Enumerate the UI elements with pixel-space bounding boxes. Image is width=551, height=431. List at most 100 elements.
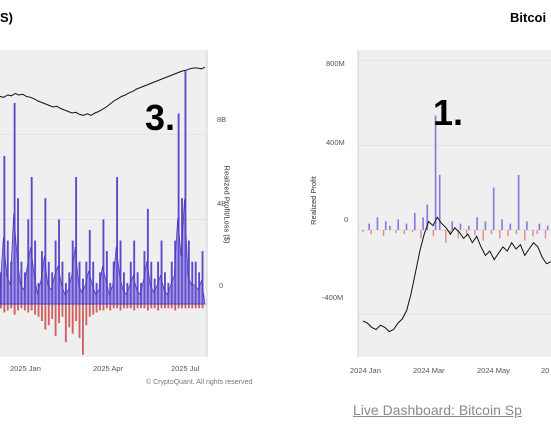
left-price-line — [0, 66, 206, 116]
right-xtick-partial: 20 — [541, 366, 550, 375]
right-loss-bar — [465, 229, 468, 237]
left-loss-bar — [109, 304, 112, 311]
right-profit-bar — [538, 223, 541, 230]
right-ytick-800m: 800M — [326, 59, 345, 68]
left-loss-bars — [0, 304, 204, 355]
right-profit-bar — [422, 217, 424, 230]
left-loss-bar — [201, 304, 204, 309]
left-loss-bar — [75, 304, 78, 322]
left-loss-bar — [170, 304, 173, 309]
left-loss-bar — [187, 304, 190, 309]
right-loss-bar — [445, 229, 447, 243]
left-profit-bar — [184, 71, 187, 305]
left-loss-bar — [23, 304, 26, 311]
left-xtick-apr: 2025 Apr — [93, 364, 124, 373]
right-profit-bar — [517, 174, 520, 230]
left-loss-bar — [3, 304, 6, 313]
left-loss-bar — [146, 304, 149, 311]
left-loss-bar — [10, 304, 13, 309]
right-loss-bar — [536, 229, 538, 235]
left-loss-bar — [17, 304, 19, 311]
left-loss-bar — [99, 304, 101, 311]
left-loss-bar — [160, 304, 163, 309]
right-loss-bar — [457, 229, 460, 239]
right-profit-bar — [467, 225, 470, 230]
left-ylabel: Realized Profit/Loss ($) — [222, 165, 232, 244]
left-loss-bar — [47, 304, 50, 326]
right-annotation-number: 1. — [433, 92, 464, 133]
left-footer-copyright: © CryptoQuant. All rights reserved — [146, 379, 253, 386]
right-loss-bar — [474, 229, 476, 236]
right-loss-bar — [532, 229, 534, 237]
left-loss-bar — [61, 304, 64, 317]
left-profit-bar — [160, 240, 163, 305]
left-loss-bar — [129, 304, 132, 309]
right-profit-bar — [526, 221, 528, 230]
right-loss-bar — [370, 229, 372, 235]
right-ytick-0: 0 — [344, 215, 349, 224]
right-xtick-mar: 2024 Mar — [413, 366, 445, 375]
left-loss-bar — [133, 304, 136, 311]
left-chart-title: S) — [0, 10, 13, 25]
left-loss-bar — [34, 304, 37, 315]
left-profit-bar — [17, 198, 19, 305]
left-loss-bar — [44, 304, 47, 330]
left-loss-bar — [85, 304, 88, 326]
left-loss-bar — [71, 304, 74, 334]
left-loss-bar — [150, 304, 153, 309]
left-loss-bar — [112, 304, 115, 309]
left-ytick-8b: 8B — [217, 115, 227, 124]
left-loss-bar — [191, 304, 194, 309]
right-price-line — [362, 216, 551, 333]
left-profit-bar — [133, 240, 136, 305]
left-profit-bar — [6, 240, 9, 305]
left-loss-bar — [64, 304, 67, 343]
left-loss-bar — [58, 304, 60, 324]
left-profit-bar — [75, 177, 78, 305]
right-profit-bar — [476, 217, 478, 230]
left-loss-bar — [88, 304, 91, 317]
left-profit-bar — [13, 102, 16, 305]
left-loss-bar — [126, 304, 129, 309]
left-xtick-jul: 2025 Jul — [171, 364, 200, 373]
right-profit-bar — [459, 223, 462, 230]
right-profit-bar — [376, 217, 379, 230]
live-dashboard-link[interactable]: Live Dashboard: Bitcoin Sp — [353, 402, 522, 418]
left-loss-bar — [30, 304, 33, 311]
left-annotation-number: 3. — [145, 97, 176, 138]
left-profit-bar — [3, 155, 6, 305]
left-loss-bar — [174, 304, 177, 311]
left-loss-bar — [0, 304, 2, 309]
left-loss-bar — [153, 304, 156, 309]
left-loss-bar — [54, 304, 57, 336]
left-loss-bar — [140, 304, 142, 309]
left-profit-bar — [191, 261, 194, 305]
left-loss-bar — [20, 304, 23, 309]
right-loss-bar — [382, 229, 385, 237]
left-ytick-4b: 4B — [217, 199, 227, 208]
left-profit-bar — [44, 198, 47, 305]
right-loss-bar — [395, 229, 397, 234]
right-loss-bar — [432, 229, 435, 237]
right-profit-bar — [492, 187, 495, 230]
right-profit-bar — [451, 221, 454, 230]
left-loss-bar — [92, 304, 95, 315]
left-profit-bar — [105, 251, 108, 305]
left-loss-bar — [105, 304, 108, 309]
right-loss-bar — [482, 229, 484, 241]
left-loss-bar — [116, 304, 119, 309]
right-loss-bar — [499, 229, 501, 239]
right-chart-title: Bitcoi — [510, 10, 547, 25]
left-profit-area — [0, 199, 206, 305]
right-loss-bar — [411, 229, 414, 233]
left-profit-bar — [47, 261, 50, 305]
left-profit-bar — [58, 219, 60, 305]
right-loss-bar — [515, 229, 518, 235]
right-profit-bar — [397, 219, 400, 230]
right-ylabel: Realized Profit — [308, 176, 318, 225]
left-profit-bar — [194, 261, 197, 305]
right-profit-bar — [384, 221, 387, 230]
left-profit-bar — [136, 272, 139, 305]
right-xtick-jan: 2024 Jan — [350, 366, 381, 375]
right-xtick-may: 2024 May — [477, 366, 510, 375]
